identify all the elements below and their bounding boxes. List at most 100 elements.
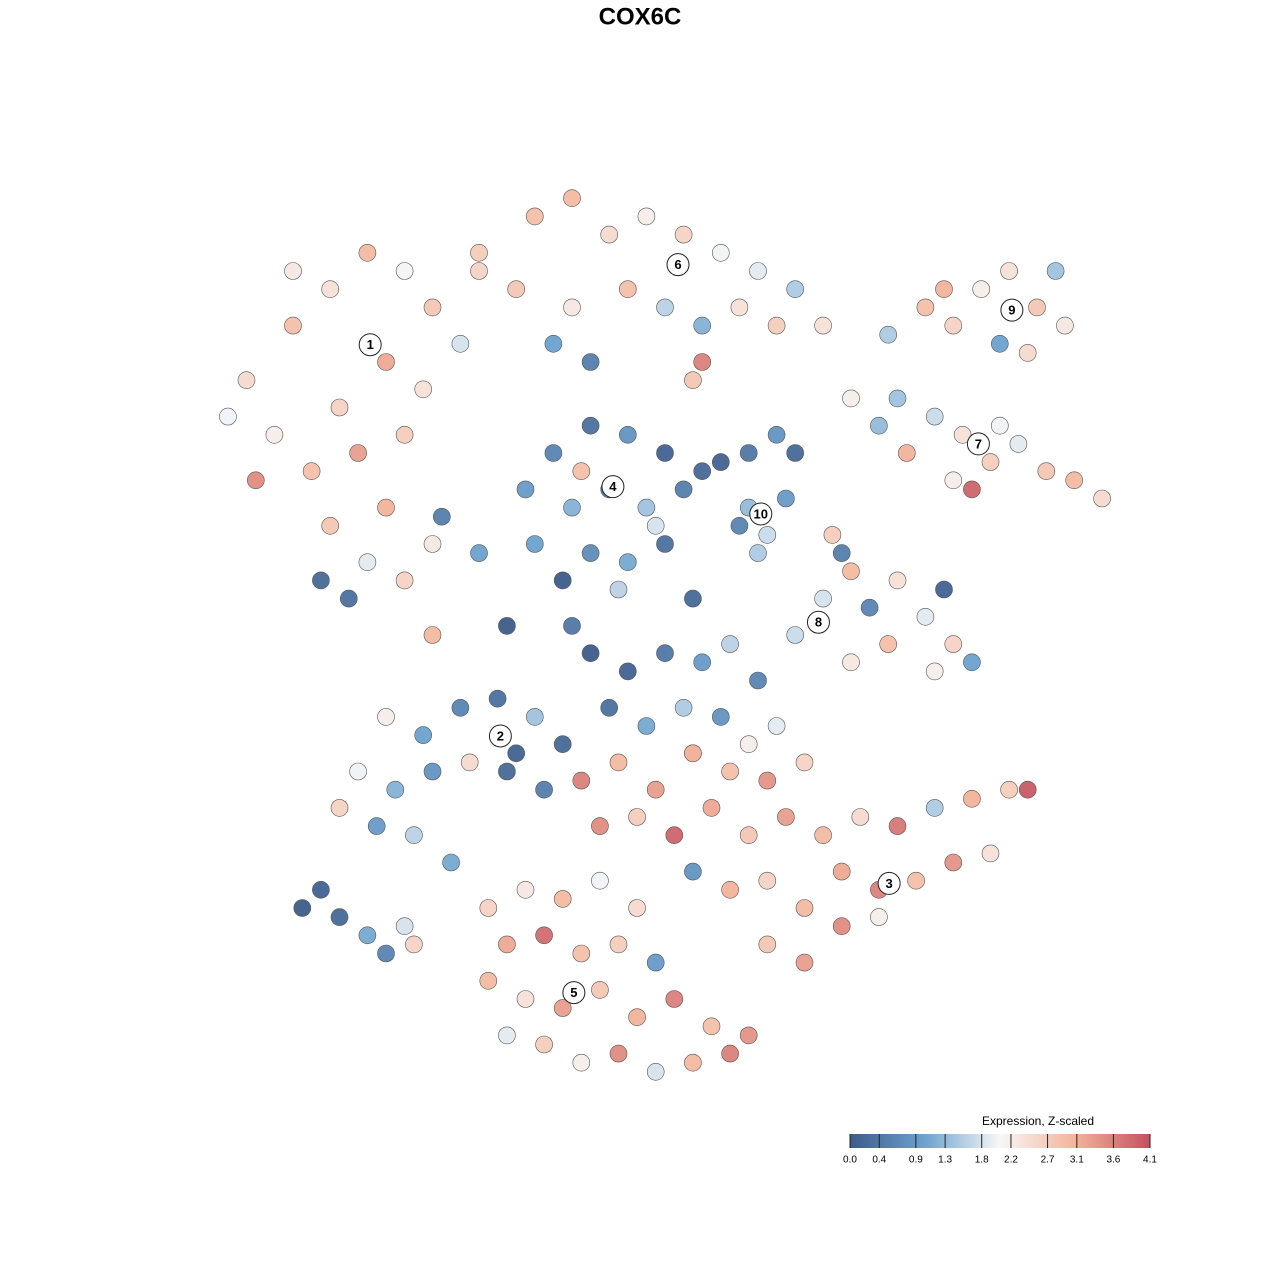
cluster-label: 6 — [674, 257, 681, 272]
point — [646, 516, 665, 535]
point — [1009, 435, 1028, 453]
point — [544, 334, 563, 353]
cluster-label: 1 — [367, 337, 374, 352]
point — [730, 516, 749, 535]
point — [842, 562, 860, 581]
point — [758, 526, 777, 544]
point — [330, 908, 349, 926]
point — [423, 626, 442, 644]
point — [618, 425, 637, 444]
point — [711, 244, 730, 262]
point — [312, 880, 330, 899]
colorbar-ramp — [850, 1134, 1150, 1148]
point — [814, 589, 832, 608]
point — [944, 853, 963, 872]
point — [925, 662, 944, 681]
cluster-marker — [1000, 298, 1024, 322]
point — [907, 871, 925, 890]
colorbar-tick-label: 4.1 — [1143, 1155, 1157, 1166]
point — [498, 935, 516, 954]
point — [247, 471, 265, 490]
point — [423, 298, 442, 317]
cluster-marker — [877, 871, 901, 895]
point — [711, 453, 730, 471]
cluster-label: 7 — [975, 436, 982, 451]
point — [1018, 344, 1037, 362]
point — [665, 826, 684, 845]
point — [842, 389, 860, 408]
point — [516, 480, 535, 499]
point — [888, 389, 907, 408]
point — [405, 935, 423, 954]
point — [479, 971, 498, 990]
point — [563, 298, 581, 317]
point — [1000, 262, 1018, 280]
point — [265, 425, 284, 444]
colorbar: Expression, Z-scaled 0.0 0.4 0.9 1.3 1.8 2.2 2… — [843, 1114, 1157, 1165]
point — [953, 425, 972, 444]
chart-title: COX6C — [599, 3, 682, 30]
point — [646, 1063, 665, 1081]
point — [656, 298, 674, 317]
point — [358, 244, 377, 262]
point — [377, 944, 395, 963]
point — [339, 589, 358, 608]
point — [507, 280, 526, 299]
point — [693, 353, 712, 371]
point — [777, 489, 795, 508]
cluster-marker — [806, 610, 830, 634]
point — [442, 853, 460, 872]
point — [321, 280, 340, 299]
point — [423, 535, 442, 553]
colorbar-tick-label: 2.7 — [1041, 1155, 1055, 1166]
point — [767, 425, 786, 444]
point — [572, 1053, 591, 1072]
point — [591, 871, 609, 890]
point — [600, 698, 619, 717]
point — [832, 862, 851, 881]
point — [544, 444, 563, 462]
point — [591, 981, 609, 999]
point — [628, 899, 646, 917]
point — [656, 644, 674, 663]
point — [711, 708, 730, 726]
point — [525, 535, 544, 553]
point — [786, 280, 805, 299]
point — [1018, 780, 1037, 799]
point — [553, 999, 572, 1017]
point — [377, 498, 395, 517]
point — [618, 280, 637, 299]
point — [581, 644, 600, 663]
points — [219, 189, 1111, 1081]
point — [637, 207, 656, 226]
point — [535, 1035, 553, 1054]
point — [386, 780, 405, 799]
point — [656, 535, 674, 553]
point — [451, 334, 470, 353]
point — [758, 935, 777, 954]
point — [1037, 462, 1056, 481]
point — [1000, 780, 1018, 799]
point — [535, 926, 553, 945]
point — [395, 425, 414, 444]
point — [879, 635, 898, 653]
point — [684, 744, 702, 763]
colorbar-tick-label: 3.6 — [1106, 1155, 1120, 1166]
point — [739, 826, 758, 845]
point — [581, 544, 600, 562]
point — [1093, 489, 1111, 508]
point — [786, 444, 805, 462]
point — [219, 407, 237, 426]
point — [935, 280, 953, 299]
cluster-label: 4 — [609, 479, 617, 494]
point — [1065, 471, 1083, 490]
point — [832, 544, 851, 562]
point — [405, 826, 423, 845]
point — [414, 380, 433, 399]
point — [963, 789, 981, 808]
point — [377, 353, 395, 371]
point — [721, 1044, 739, 1063]
point — [935, 580, 953, 599]
point — [795, 753, 814, 772]
point — [721, 880, 739, 899]
